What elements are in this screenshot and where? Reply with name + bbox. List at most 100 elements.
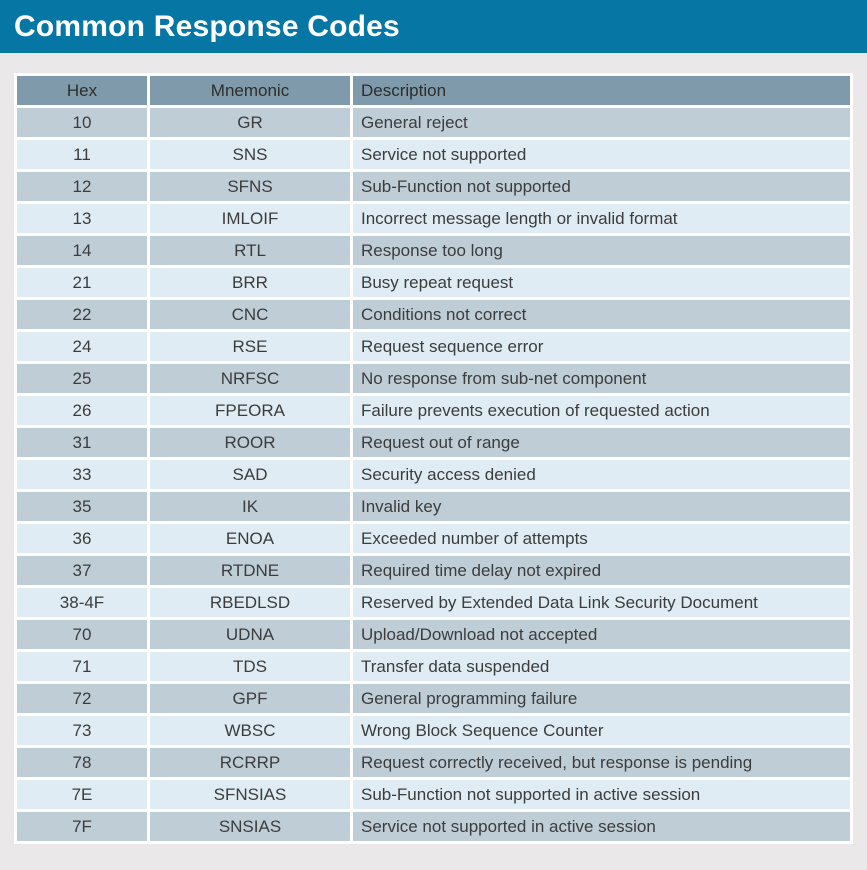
mnemonic-cell: RCRRP bbox=[150, 748, 350, 777]
hex-cell: 78 bbox=[17, 748, 147, 777]
description-cell: Sub-Function not supported bbox=[353, 172, 850, 201]
description-cell: Response too long bbox=[353, 236, 850, 265]
hex-cell: 25 bbox=[17, 364, 147, 393]
description-cell: Security access denied bbox=[353, 460, 850, 489]
description-cell: Request sequence error bbox=[353, 332, 850, 361]
column-header-mnemonic: Mnemonic bbox=[150, 76, 350, 105]
table-row: 10 GR General reject bbox=[17, 108, 850, 137]
hex-cell: 72 bbox=[17, 684, 147, 713]
hex-cell: 22 bbox=[17, 300, 147, 329]
hex-cell: 14 bbox=[17, 236, 147, 265]
hex-cell: 71 bbox=[17, 652, 147, 681]
hex-cell: 12 bbox=[17, 172, 147, 201]
table-row: 78 RCRRP Request correctly received, but… bbox=[17, 748, 850, 777]
mnemonic-cell: RTDNE bbox=[150, 556, 350, 585]
page-title: Common Response Codes bbox=[14, 9, 400, 43]
hex-cell: 24 bbox=[17, 332, 147, 361]
mnemonic-cell: SNSIAS bbox=[150, 812, 350, 841]
table-row: 7E SFNSIAS Sub-Function not supported in… bbox=[17, 780, 850, 809]
column-header-description: Description bbox=[353, 76, 850, 105]
description-cell: Transfer data suspended bbox=[353, 652, 850, 681]
table-row: 72 GPF General programming failure bbox=[17, 684, 850, 713]
hex-cell: 36 bbox=[17, 524, 147, 553]
mnemonic-cell: RTL bbox=[150, 236, 350, 265]
description-cell: Upload/Download not accepted bbox=[353, 620, 850, 649]
table-row: 35 IK Invalid key bbox=[17, 492, 850, 521]
description-cell: General reject bbox=[353, 108, 850, 137]
mnemonic-cell: BRR bbox=[150, 268, 350, 297]
table-row: 37 RTDNE Required time delay not expired bbox=[17, 556, 850, 585]
table-row: 36 ENOA Exceeded number of attempts bbox=[17, 524, 850, 553]
mnemonic-cell: SFNS bbox=[150, 172, 350, 201]
hex-cell: 70 bbox=[17, 620, 147, 649]
hex-cell: 13 bbox=[17, 204, 147, 233]
mnemonic-cell: GPF bbox=[150, 684, 350, 713]
table-row: 14 RTL Response too long bbox=[17, 236, 850, 265]
hex-cell: 73 bbox=[17, 716, 147, 745]
mnemonic-cell: TDS bbox=[150, 652, 350, 681]
mnemonic-cell: CNC bbox=[150, 300, 350, 329]
table-row: 7F SNSIAS Service not supported in activ… bbox=[17, 812, 850, 841]
table-row: 38-4F RBEDLSD Reserved by Extended Data … bbox=[17, 588, 850, 617]
hex-cell: 7F bbox=[17, 812, 147, 841]
mnemonic-cell: IMLOIF bbox=[150, 204, 350, 233]
hex-cell: 7E bbox=[17, 780, 147, 809]
mnemonic-cell: RBEDLSD bbox=[150, 588, 350, 617]
hex-cell: 31 bbox=[17, 428, 147, 457]
mnemonic-cell: ENOA bbox=[150, 524, 350, 553]
table-row: 71 TDS Transfer data suspended bbox=[17, 652, 850, 681]
response-codes-table: Hex Mnemonic Description 10 GR General r… bbox=[14, 73, 853, 844]
description-cell: Request correctly received, but response… bbox=[353, 748, 850, 777]
header-row: Hex Mnemonic Description bbox=[17, 76, 850, 105]
mnemonic-cell: SFNSIAS bbox=[150, 780, 350, 809]
table-row: 70 UDNA Upload/Download not accepted bbox=[17, 620, 850, 649]
description-cell: Incorrect message length or invalid form… bbox=[353, 204, 850, 233]
description-cell: Wrong Block Sequence Counter bbox=[353, 716, 850, 745]
table-row: 11 SNS Service not supported bbox=[17, 140, 850, 169]
description-cell: Service not supported in active session bbox=[353, 812, 850, 841]
hex-cell: 33 bbox=[17, 460, 147, 489]
mnemonic-cell: ROOR bbox=[150, 428, 350, 457]
mnemonic-cell: FPEORA bbox=[150, 396, 350, 425]
table-row: 24 RSE Request sequence error bbox=[17, 332, 850, 361]
table-row: 73 WBSC Wrong Block Sequence Counter bbox=[17, 716, 850, 745]
hex-cell: 10 bbox=[17, 108, 147, 137]
mnemonic-cell: SAD bbox=[150, 460, 350, 489]
mnemonic-cell: GR bbox=[150, 108, 350, 137]
table-row: 26 FPEORA Failure prevents execution of … bbox=[17, 396, 850, 425]
table-row: 25 NRFSC No response from sub-net compon… bbox=[17, 364, 850, 393]
hex-cell: 38-4F bbox=[17, 588, 147, 617]
table-row: 12 SFNS Sub-Function not supported bbox=[17, 172, 850, 201]
mnemonic-cell: IK bbox=[150, 492, 350, 521]
title-banner: Common Response Codes bbox=[0, 0, 867, 53]
hex-cell: 37 bbox=[17, 556, 147, 585]
description-cell: Invalid key bbox=[353, 492, 850, 521]
hex-cell: 21 bbox=[17, 268, 147, 297]
table-row: 33 SAD Security access denied bbox=[17, 460, 850, 489]
hex-cell: 35 bbox=[17, 492, 147, 521]
table-body: 10 GR General reject 11 SNS Service not … bbox=[17, 108, 850, 841]
description-cell: Service not supported bbox=[353, 140, 850, 169]
description-cell: Sub-Function not supported in active ses… bbox=[353, 780, 850, 809]
column-header-hex: Hex bbox=[17, 76, 147, 105]
mnemonic-cell: NRFSC bbox=[150, 364, 350, 393]
table-row: 22 CNC Conditions not correct bbox=[17, 300, 850, 329]
hex-cell: 11 bbox=[17, 140, 147, 169]
description-cell: Reserved by Extended Data Link Security … bbox=[353, 588, 850, 617]
description-cell: Exceeded number of attempts bbox=[353, 524, 850, 553]
table-header: Hex Mnemonic Description bbox=[17, 76, 850, 105]
hex-cell: 26 bbox=[17, 396, 147, 425]
description-cell: Conditions not correct bbox=[353, 300, 850, 329]
table-row: 21 BRR Busy repeat request bbox=[17, 268, 850, 297]
mnemonic-cell: UDNA bbox=[150, 620, 350, 649]
mnemonic-cell: SNS bbox=[150, 140, 350, 169]
description-cell: Request out of range bbox=[353, 428, 850, 457]
description-cell: General programming failure bbox=[353, 684, 850, 713]
description-cell: Busy repeat request bbox=[353, 268, 850, 297]
description-cell: No response from sub-net component bbox=[353, 364, 850, 393]
table-row: 31 ROOR Request out of range bbox=[17, 428, 850, 457]
description-cell: Failure prevents execution of requested … bbox=[353, 396, 850, 425]
description-cell: Required time delay not expired bbox=[353, 556, 850, 585]
table-row: 13 IMLOIF Incorrect message length or in… bbox=[17, 204, 850, 233]
mnemonic-cell: WBSC bbox=[150, 716, 350, 745]
